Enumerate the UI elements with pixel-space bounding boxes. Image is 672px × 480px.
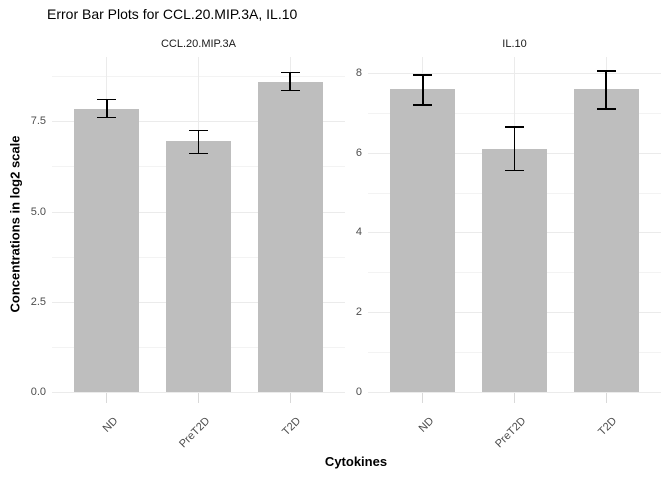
x-tick-mark (605, 393, 607, 403)
gridline-major (368, 392, 661, 393)
bar (74, 108, 140, 392)
facet-strip-label: CCL.20.MIP.3A (160, 38, 236, 50)
error-bar-cap (413, 104, 433, 106)
error-bar-line (605, 70, 607, 109)
error-bar-cap (505, 169, 524, 172)
bar (573, 88, 639, 392)
y-tick-label: 0.0 (30, 386, 46, 398)
error-bar-cap (596, 70, 616, 72)
y-tick-label: 6 (355, 146, 362, 159)
error-bar-cap (189, 129, 208, 132)
x-tick-mark (198, 393, 199, 403)
x-tick-label: PreT2D (176, 415, 212, 451)
bar (482, 148, 547, 392)
plot-title: Error Bar Plots for CCL.20.MIP.3A, IL.10 (47, 6, 298, 22)
bar (390, 88, 456, 392)
x-tick-mark (422, 393, 424, 403)
y-tick-label: 4 (355, 226, 362, 239)
error-bar-cap (596, 108, 616, 110)
x-tick-mark (289, 393, 291, 403)
y-tick-label: 2.5 (30, 295, 46, 308)
error-bar-line (197, 130, 200, 154)
gridline-major (52, 392, 345, 393)
y-tick-label: 7.5 (30, 115, 46, 128)
x-tick-mark (514, 393, 515, 403)
x-axis-title: Cytokines (324, 454, 388, 469)
error-bar-cap (97, 116, 117, 119)
bar (166, 141, 231, 392)
error-bar-cap (280, 89, 300, 92)
error-bar-line (106, 99, 108, 118)
y-tick-label: 8 (355, 66, 362, 79)
error-bar-cap (280, 71, 300, 74)
bar (257, 81, 323, 392)
x-tick-label: ND (100, 415, 121, 435)
facet-strip-label: IL.10 (502, 38, 527, 50)
x-tick-mark (106, 393, 108, 403)
y-tick-label: 5.0 (30, 205, 46, 218)
error-bar-cap (505, 126, 524, 128)
error-bar-line (289, 72, 291, 91)
error-bar-cap (97, 98, 117, 101)
error-bar-cap (189, 152, 208, 155)
y-axis-title: Concentrations in log2 scale (7, 135, 23, 313)
error-bar-cap (413, 74, 433, 76)
x-tick-label: T2D (280, 415, 304, 439)
x-tick-label: PreT2D (492, 415, 528, 451)
x-tick-label: ND (416, 415, 437, 435)
y-tick-label: 0 (355, 386, 362, 398)
error-bar-line (422, 74, 424, 105)
error-bar-line (513, 126, 516, 171)
x-tick-label: T2D (596, 415, 620, 439)
y-tick-label: 2 (355, 306, 362, 319)
